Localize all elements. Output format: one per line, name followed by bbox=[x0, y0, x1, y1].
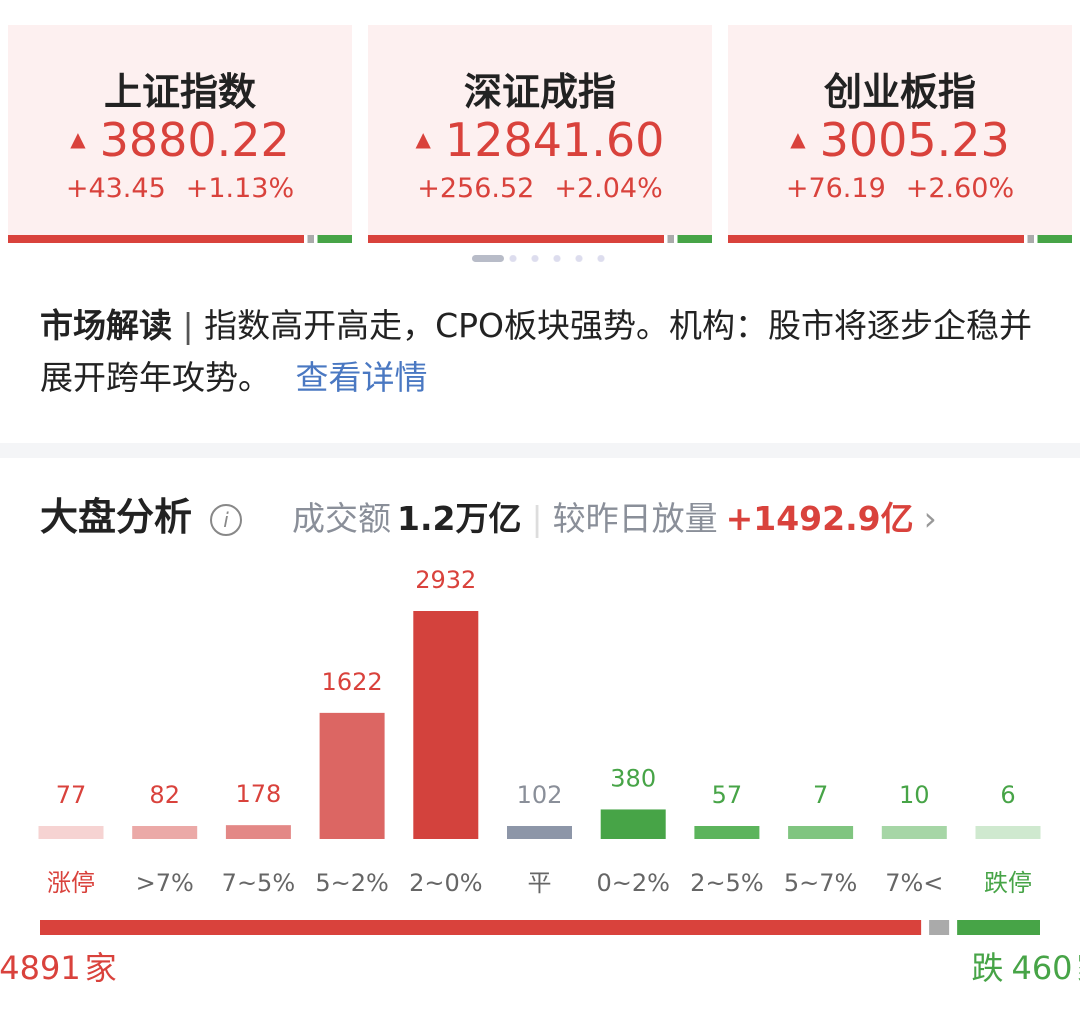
index-value-text: 3005.23 bbox=[819, 113, 1010, 167]
category-label: 7%< bbox=[885, 869, 943, 897]
category-label: 7~5% bbox=[222, 869, 295, 897]
turnover-label: 成交额 bbox=[292, 499, 392, 538]
bar bbox=[975, 826, 1041, 839]
change: +76.19 bbox=[785, 173, 886, 204]
count-part: 跌 bbox=[971, 949, 1003, 987]
value-label: 7 bbox=[813, 781, 828, 809]
info-icon[interactable]: i bbox=[210, 503, 243, 536]
up-bar bbox=[40, 920, 922, 935]
value-label: 6 bbox=[1000, 781, 1015, 809]
value-label: 102 bbox=[517, 781, 563, 809]
index-change: +76.19 +2.60% bbox=[728, 173, 1072, 204]
bar bbox=[694, 826, 760, 839]
index-value: ▲ 12841.60 bbox=[415, 113, 665, 167]
turnover: 1.2万亿 bbox=[397, 499, 522, 538]
card-bar bbox=[8, 235, 352, 243]
index-card[interactable]: 创业板指 ▲ 3005.23 +76.19 +2.60% bbox=[728, 25, 1072, 243]
count-part: 460 bbox=[1011, 949, 1072, 987]
category-label: 跌停 bbox=[984, 869, 1032, 897]
bar bbox=[319, 712, 385, 839]
bar bbox=[600, 809, 666, 839]
card-bar bbox=[368, 235, 712, 243]
down-bar bbox=[957, 920, 1040, 935]
change-pct: +2.04% bbox=[554, 173, 663, 204]
count-text: 涨4891家 bbox=[0, 949, 117, 987]
category-label: 5~2% bbox=[315, 869, 388, 897]
bar bbox=[132, 826, 198, 839]
compare-label: 较昨日放量 bbox=[552, 499, 718, 538]
count-text: 跌460家 bbox=[971, 949, 1080, 987]
value-label: 178 bbox=[235, 780, 281, 808]
separator bbox=[0, 443, 1080, 458]
chevron[interactable]: › bbox=[923, 499, 937, 538]
divider: | bbox=[172, 306, 205, 345]
count-part: 家 bbox=[85, 949, 117, 987]
analysis-title: 大盘分析 bbox=[40, 495, 193, 539]
value-label: 10 bbox=[899, 781, 930, 809]
card-bar bbox=[728, 235, 1072, 243]
category-label: 涨停 bbox=[47, 869, 95, 897]
flat-bar bbox=[929, 920, 950, 935]
pager-dots bbox=[472, 255, 608, 262]
category-label: 2~5% bbox=[690, 869, 763, 897]
index-card[interactable]: 上证指数 ▲ 3880.22 +43.45 +1.13% bbox=[8, 25, 352, 243]
news-label: 市场解读 bbox=[40, 306, 172, 345]
index-name: 创业板指 bbox=[823, 70, 976, 114]
index-card[interactable]: 深证成指 ▲ 12841.60 +256.52 +2.04% bbox=[368, 25, 712, 243]
count-part: 家 bbox=[1077, 949, 1080, 987]
category-label: 5~7% bbox=[784, 869, 857, 897]
value-label: 57 bbox=[712, 781, 743, 809]
index-name: 深证成指 bbox=[463, 70, 616, 114]
index-value: ▲ 3880.22 bbox=[70, 113, 290, 167]
analysis-header: 大盘分析 i 成交额 1.2万亿 | 较昨日放量 +1492.9亿 › bbox=[40, 495, 937, 539]
bar bbox=[788, 826, 854, 839]
bar bbox=[507, 826, 572, 839]
bar bbox=[225, 825, 291, 839]
index-change: +43.45 +1.13% bbox=[8, 173, 352, 204]
category-label: >7% bbox=[136, 869, 194, 897]
news-text: 指数高开高走，CPO板块强势。机构：股市将逐步企稳并展开跨年攻势。 bbox=[40, 306, 1033, 397]
value-label: 380 bbox=[610, 764, 656, 792]
category-label: 平 bbox=[528, 869, 552, 897]
bar bbox=[881, 826, 947, 839]
change: +256.52 bbox=[417, 173, 535, 204]
index-value: ▲ 3005.23 bbox=[790, 113, 1010, 167]
bar bbox=[38, 826, 104, 839]
value-label: 82 bbox=[149, 781, 180, 809]
value-label: 1622 bbox=[322, 668, 383, 696]
change: +43.45 bbox=[65, 173, 166, 204]
change-pct: +1.13% bbox=[185, 173, 295, 204]
value-label: 77 bbox=[56, 781, 87, 809]
detail-link[interactable]: 查看详情 bbox=[295, 358, 428, 397]
index-name: 上证指数 bbox=[103, 70, 256, 114]
market-commentary: 市场解读 | 指数高开高走，CPO板块强势。机构：股市将逐步企稳并展开跨年攻势。… bbox=[40, 300, 1040, 404]
count-part: 4891 bbox=[0, 949, 81, 987]
category-label: 0~2% bbox=[596, 869, 669, 897]
change-pct: +2.60% bbox=[905, 173, 1015, 204]
value-label: 2932 bbox=[415, 566, 476, 594]
index-change: +256.52 +2.04% bbox=[368, 173, 712, 204]
index-value-text: 12841.60 bbox=[444, 113, 665, 167]
bar bbox=[413, 611, 479, 839]
compare: +1492.9亿 bbox=[725, 499, 914, 538]
index-value-text: 3880.22 bbox=[99, 113, 290, 167]
category-label: 2~0% bbox=[409, 869, 482, 897]
